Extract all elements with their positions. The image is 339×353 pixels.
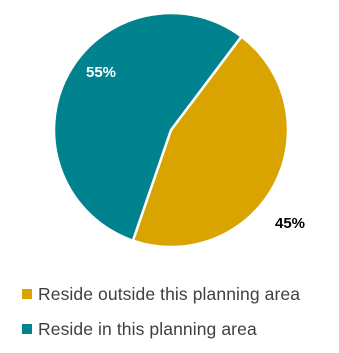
legend: Reside outside this planning area Reside… <box>22 283 339 353</box>
pie-slices <box>52 11 290 249</box>
pie-chart: 45% 55% <box>52 11 305 249</box>
legend-item-outside: Reside outside this planning area <box>22 283 339 305</box>
legend-item-inside: Reside in this planning area <box>22 318 339 340</box>
legend-label-outside: Reside outside this planning area <box>38 283 301 304</box>
pie-slice-1 <box>52 11 244 243</box>
legend-swatch-outside <box>22 289 32 299</box>
pie-data-label-1: 55% <box>86 64 116 81</box>
legend-label-inside: Reside in this planning area <box>38 318 257 339</box>
pie-slice-0 <box>131 34 290 249</box>
legend-swatch-inside <box>22 324 32 334</box>
pie-data-label-0: 45% <box>275 215 305 232</box>
pie-labels: 45% 55% <box>86 64 305 232</box>
